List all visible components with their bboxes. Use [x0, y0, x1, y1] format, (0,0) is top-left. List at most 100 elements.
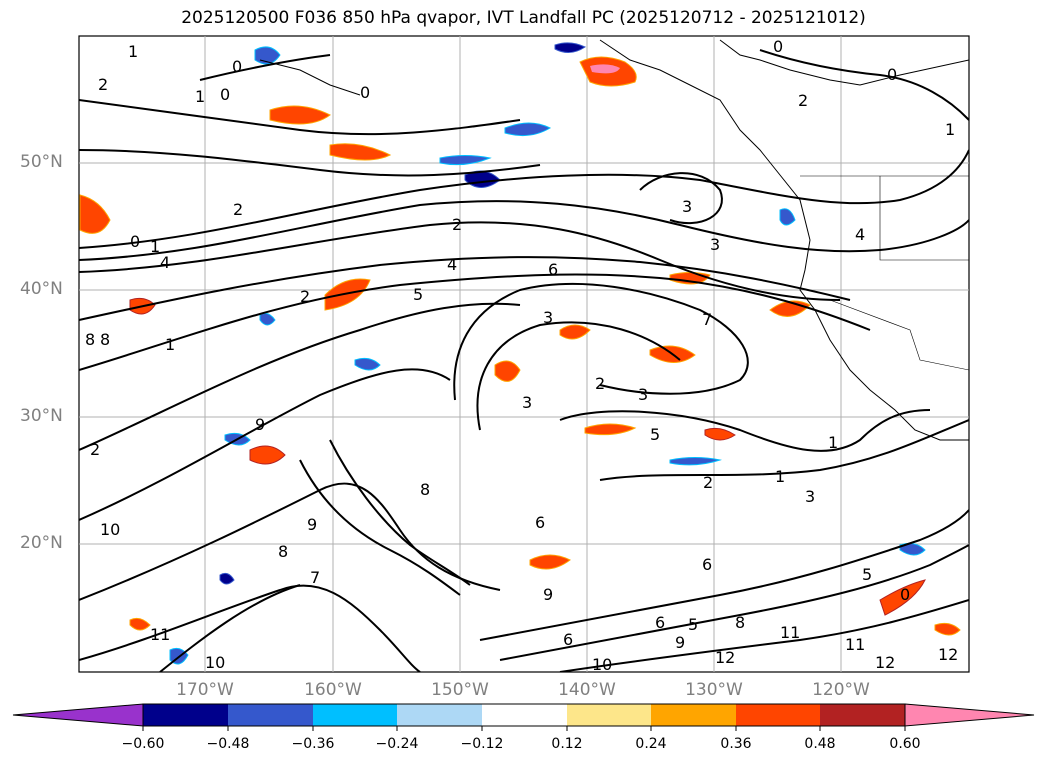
lon-label: 160°W — [304, 680, 362, 700]
lon-label: 120°W — [812, 680, 870, 700]
contour-label: 9 — [543, 585, 553, 604]
contour-label: 5 — [413, 285, 423, 304]
contour-label: 11 — [780, 623, 800, 642]
map-plot-area — [79, 36, 969, 672]
contour-label: 7 — [310, 568, 320, 587]
lat-label: 50°N — [20, 152, 63, 172]
colorbar-bin — [228, 704, 313, 726]
contour-label: 2 — [703, 473, 713, 492]
lon-label: 130°W — [685, 680, 743, 700]
shaded-anomalies — [79, 42, 961, 665]
colorbar-bin — [736, 704, 820, 726]
lon-label: 170°W — [176, 680, 234, 700]
contour-label: 2 — [233, 200, 243, 219]
contour-label: 6 — [702, 555, 712, 574]
contour-label: 3 — [522, 393, 532, 412]
contour-label: 2 — [798, 91, 808, 110]
contour-label: 1 — [828, 433, 838, 452]
contour-label: 2 — [98, 75, 108, 94]
contour-label: 0 — [130, 232, 140, 251]
contour-label: 10 — [205, 653, 225, 672]
colorbar-bin — [143, 704, 228, 726]
contour-label: 10 — [100, 520, 120, 539]
contour-label: 2 — [90, 440, 100, 459]
contour-label: 2 — [595, 374, 605, 393]
contour-label: 0 — [360, 83, 370, 102]
contour-label: 9 — [255, 415, 265, 434]
gridlines — [79, 36, 969, 672]
colorbar-tick-label: 0.60 — [889, 736, 921, 752]
colorbar-tick-label: 0.36 — [720, 736, 752, 752]
contour-label: 6 — [563, 630, 573, 649]
contour-label: 11 — [150, 625, 170, 644]
contour-label: 7 — [702, 310, 712, 329]
contour-label: 1 — [945, 120, 955, 139]
colorbar-extend-high — [904, 703, 1035, 727]
contour-label: 5 — [688, 615, 698, 634]
contour-label: 12 — [875, 653, 895, 672]
contour-label: 6 — [535, 513, 545, 532]
contour-label: 1 — [195, 87, 205, 106]
contour-label: 11 — [845, 635, 865, 654]
contour-label: 3 — [805, 487, 815, 506]
contour-label: 9 — [675, 633, 685, 652]
contour-label: 8 — [735, 613, 745, 632]
contour-label: 6 — [548, 260, 558, 279]
colorbar-bin — [482, 704, 567, 726]
colorbar-tick-label: 0.12 — [551, 736, 583, 752]
colorbar-tick-label: −0.60 — [121, 736, 165, 752]
ivt-contours — [79, 49, 969, 672]
colorbar-bin — [820, 704, 905, 726]
contour-label: 6 — [655, 613, 665, 632]
colorbar-extend-low — [12, 703, 144, 727]
colorbar-tick-label: 0.24 — [635, 736, 667, 752]
contour-label: 10 — [592, 655, 612, 674]
contour-label: 4 — [447, 255, 457, 274]
contour-label: 3 — [682, 197, 692, 216]
borders — [800, 175, 969, 371]
contour-label: 8 — [85, 330, 95, 349]
contour-label: 8 — [420, 480, 430, 499]
colorbar-bin — [567, 704, 651, 726]
contour-label: 0 — [220, 85, 230, 104]
lat-label: 30°N — [20, 406, 63, 426]
colorbar-bin — [651, 704, 736, 726]
contour-label: 3 — [638, 385, 648, 404]
contour-label: 1 — [128, 42, 138, 61]
lat-label: 40°N — [20, 279, 63, 299]
colorbar-tick-label: −0.48 — [206, 736, 250, 752]
contour-label: 2 — [300, 287, 310, 306]
colorbar-bin — [397, 704, 482, 726]
contour-label: 12 — [715, 648, 735, 667]
contour-label: 0 — [232, 57, 242, 76]
contour-label: 8 — [100, 330, 110, 349]
colorbar-tick-label: −0.36 — [291, 736, 335, 752]
map-frame — [78, 35, 970, 673]
contour-label: 4 — [855, 225, 865, 244]
contour-label: 1 — [775, 467, 785, 486]
colorbar-tick-label: −0.12 — [460, 736, 504, 752]
contour-label: 9 — [307, 515, 317, 534]
contour-label: 0 — [887, 65, 897, 84]
contour-label: 8 — [278, 542, 288, 561]
map-title: 2025120500 F036 850 hPa qvapor, IVT Land… — [181, 8, 866, 28]
contour-label: 5 — [650, 425, 660, 444]
contour-label: 12 — [938, 645, 958, 664]
contour-label: 5 — [862, 565, 872, 584]
contour-label: 3 — [710, 235, 720, 254]
colorbar-bin — [313, 704, 397, 726]
contour-label: 3 — [543, 308, 553, 327]
lat-label: 20°N — [20, 533, 63, 553]
lon-label: 140°W — [558, 680, 616, 700]
contour-label: 1 — [150, 237, 160, 256]
contour-label: 0 — [773, 37, 783, 56]
contour-labels: 1 2 0 1 0 0 2 0 0 2 1 0 1 4 2 2 3 4 3 5 … — [85, 37, 958, 674]
colorbar-tick-label: −0.24 — [375, 736, 419, 752]
contour-label: 0 — [900, 585, 910, 604]
lon-label: 150°W — [431, 680, 489, 700]
contour-label: 1 — [165, 335, 175, 354]
contour-label: 2 — [452, 215, 462, 234]
colorbar — [12, 703, 1035, 731]
colorbar-tick-label: 0.48 — [804, 736, 836, 752]
